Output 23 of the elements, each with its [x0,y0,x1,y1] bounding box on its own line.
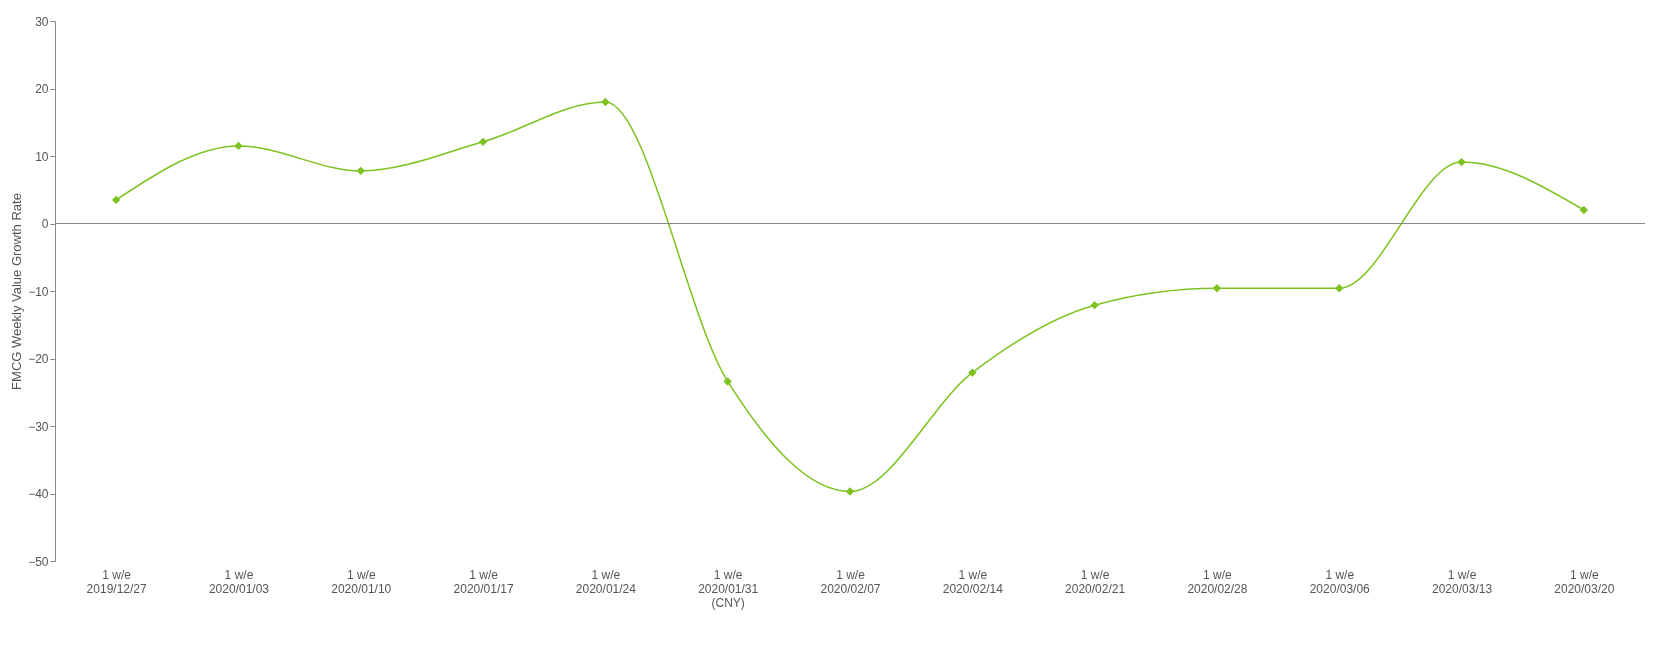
x-tick-label: 1 w/e 2020/02/14 [942,567,1004,596]
y-tick-label: 30 [35,14,49,29]
y-tick-label: −20 [28,352,49,366]
x-tick-label: 1 w/e 2020/01/10 [331,567,392,596]
y-tick-label: 10 [35,149,49,164]
y-axis-title: FMCG Weekly Value Growth Rate [9,193,25,390]
y-tick-label: 20 [35,82,49,96]
y-tick-label: −40 [28,487,49,501]
x-tick-label: 1 w/e 2020/02/07 [820,567,881,596]
x-tick-label: 1 w/e 2020/01/17 [453,567,514,596]
x-tick-label: 1 w/e 2020/01/03 [208,567,270,596]
y-tick-label: 0 [41,217,49,231]
x-tick-label: 1 w/e 2020/01/24 [575,567,637,596]
y-tick-label: −50 [28,554,49,569]
x-tick-label: 1 w/e 2020/01/31 (CNY) [698,567,759,610]
x-tick-label: 1 w/e 2020/02/28 [1187,567,1248,596]
y-tick-label: −10 [28,284,49,299]
y-tick-label: −30 [28,419,49,434]
x-tick-label: 1 w/e 2020/02/21 [1065,567,1126,596]
x-tick-label: 1 w/e 2020/03/20 [1554,567,1615,596]
x-tick-label: 1 w/e 2020/03/13 [1432,567,1493,596]
x-tick-label: 1 w/e 2020/03/06 [1309,567,1371,596]
x-tick-label: 1 w/e 2019/12/27 [86,567,148,596]
